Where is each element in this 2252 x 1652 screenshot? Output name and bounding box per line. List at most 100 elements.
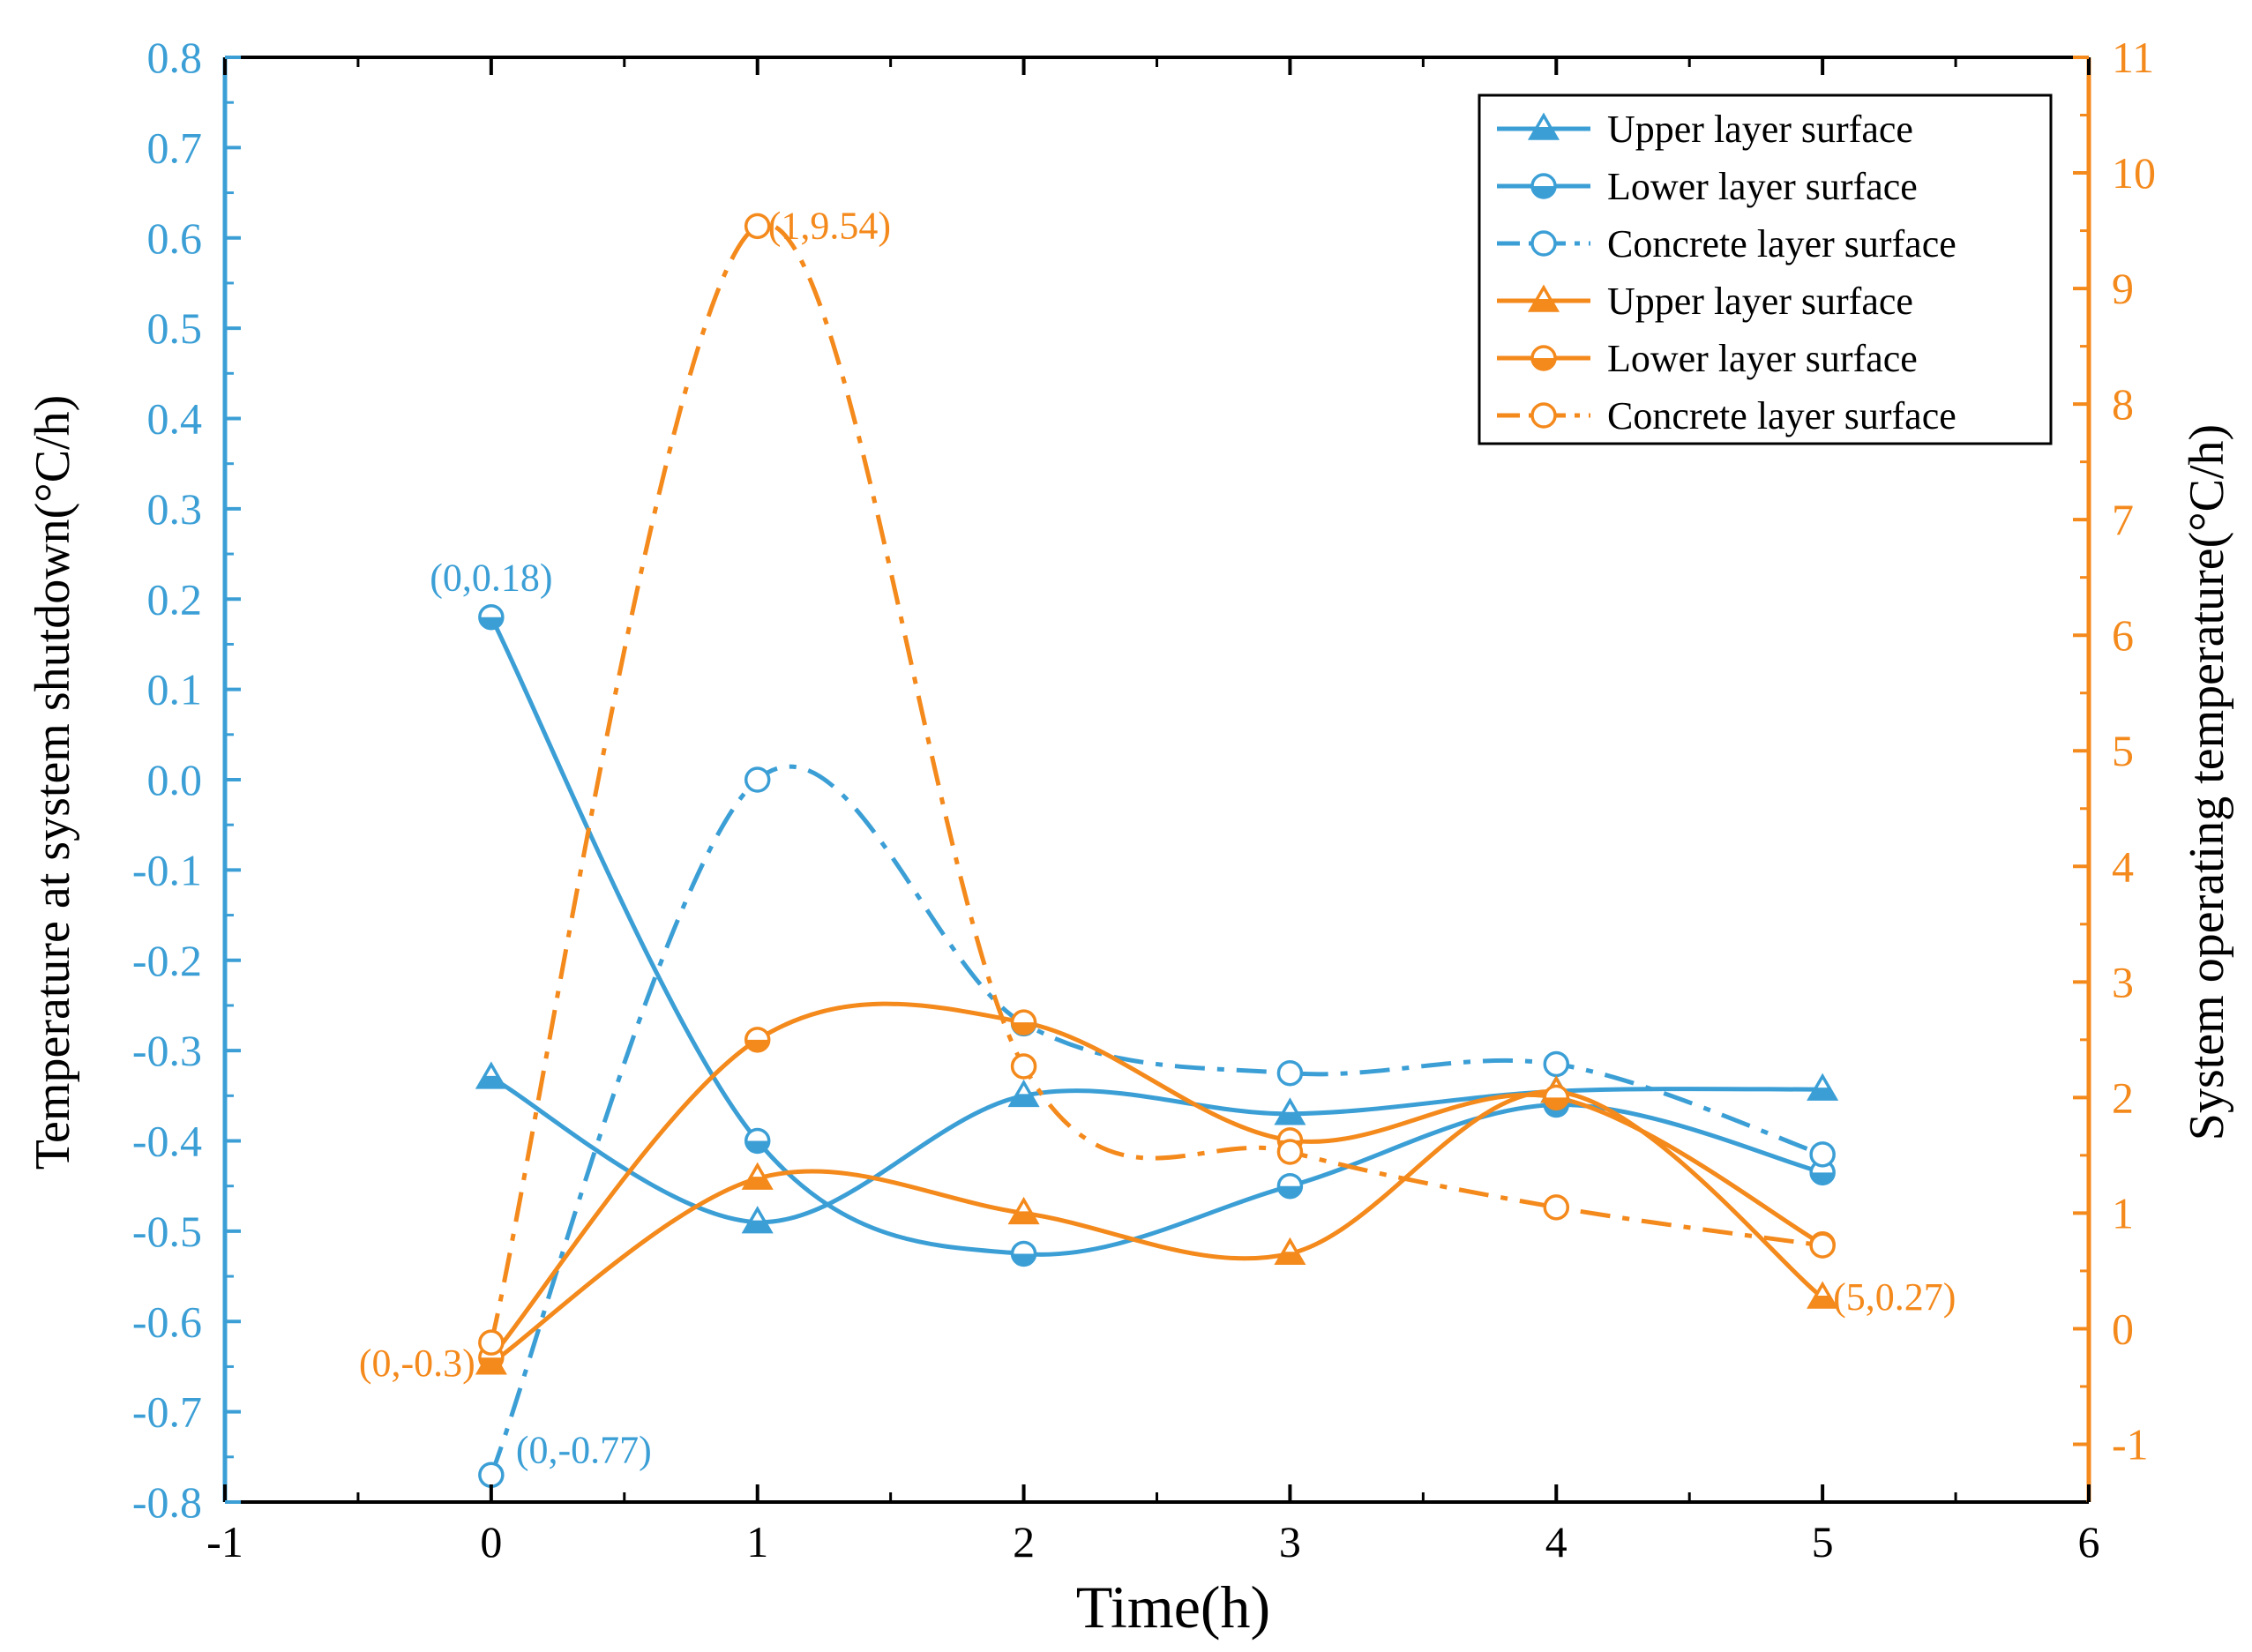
data-point-right-triangle [1274,1237,1306,1266]
left-y-tick-label: 0.2 [147,574,203,624]
left-y-tick-label: -0.7 [132,1387,202,1437]
right-y-axis-title: System operating temperature(°C/h) [2180,424,2234,1140]
data-point-left-open-circle [1276,1059,1304,1087]
x-tick-label: 6 [2078,1517,2100,1566]
left-y-tick-label: 0.1 [147,665,203,714]
right-y-tick-label: 3 [2112,957,2134,1006]
legend-item: Lower layer surface [1497,337,1918,380]
legend-marker [1530,345,1557,371]
x-tick-label: 3 [1279,1517,1301,1566]
point-annotation: (0,-0.77) [516,1428,652,1471]
data-point-left-half-circle [1010,1240,1037,1267]
data-point-left-half-circle [478,603,505,631]
right-y-tick-label: 1 [2112,1188,2134,1237]
series-line-right-half-circle [489,1001,1824,1359]
data-point-left-open-circle [478,1461,505,1489]
right-y-tick-label: 2 [2112,1073,2134,1122]
point-annotation: (1,9.54) [768,204,891,247]
data-point-left-triangle [741,1206,774,1234]
x-tick-label: 1 [746,1517,768,1566]
x-tick-label: 2 [1013,1517,1035,1566]
annotations: (0,0.18) (0,-0.77) (1,9.54) (0,-0.3) (5,0.27… [359,204,1956,1471]
legend-item: Concrete layer surface [1497,222,1956,265]
data-point-left-half-circle [744,1127,771,1155]
left-y-tick-label: -0.5 [132,1207,202,1256]
series-line-right-triangle [490,1089,1824,1365]
data-point-right-open-circle [1010,1053,1037,1080]
legend-label: Concrete layer surface [1607,394,1956,437]
left-y-tick-label: 0.0 [147,755,203,804]
legend-label: Concrete layer surface [1607,222,1956,265]
x-tick-label: -1 [206,1517,243,1566]
left-y-tick-label: -0.3 [132,1026,202,1075]
data-point-right-open-circle [1809,1232,1836,1259]
legend-item: Upper layer surface [1497,108,1913,151]
data-point-left-triangle [1274,1097,1306,1125]
right-y-tick-label: 8 [2112,379,2134,429]
data-point-right-triangle [1007,1196,1040,1225]
data-point-right-open-circle [744,213,771,240]
left-y-tick-label: 0.7 [147,123,203,172]
left-y-tick-label: -0.4 [132,1117,202,1166]
data-point-right-triangle [741,1162,774,1190]
data-point-right-half-circle [1543,1084,1570,1111]
left-y-tick-label: 0.3 [147,484,203,534]
right-y-tick-label: 4 [2112,841,2134,891]
point-annotation: (0,0.18) [430,557,552,600]
legend-marker [1527,284,1560,312]
right-y-tick-label: 5 [2112,726,2134,775]
left-y-tick-label: -0.6 [132,1297,202,1346]
data-point-right-open-circle [478,1329,505,1356]
point-annotation: (0,-0.3) [359,1342,475,1385]
legend: Upper layer surface Lower layer surface Co… [1478,93,2053,445]
left-y-axis-title: Temperature at system shutdown(°C/h) [26,395,80,1170]
right-y-tick-label: 0 [2112,1304,2134,1353]
legend-item: Lower layer surface [1497,165,1918,208]
left-y-tick-label: -0.1 [132,845,202,894]
data-point-left-triangle [475,1061,507,1089]
right-y-tick-label: 7 [2112,495,2134,544]
left-y-tick-label: 0.4 [147,394,203,444]
data-point-right-half-circle [744,1027,771,1053]
x-axis-title: Time(h) [1076,1574,1270,1641]
x-tick-label: 0 [480,1517,502,1566]
left-y-tick-label: -0.8 [132,1477,202,1527]
data-point-left-triangle [1007,1079,1040,1108]
right-y-tick-label: 6 [2112,610,2134,660]
legend-label: Upper layer surface [1607,108,1913,151]
legend-label: Upper layer surface [1607,280,1913,323]
point-annotation: (5,0.27) [1833,1275,1956,1319]
data-point-left-triangle [1807,1073,1839,1101]
left-y-tick-label: 0.5 [147,303,203,353]
axes-layer [222,56,2091,1504]
data-point-left-half-circle [1276,1172,1304,1200]
data-point-left-open-circle [744,766,771,793]
marker-layer [475,213,1839,1489]
x-tick-label: 5 [1812,1517,1834,1566]
right-y-tick-label: 9 [2112,264,2134,313]
x-tick-label: 4 [1545,1517,1567,1566]
tick-labels: -1 0 1 2 3 4 5 6 -0.8 -0.7 -0.6 -0.5 -0.4 -0.3 -0.2 -0.… [132,33,2156,1566]
data-point-right-triangle [1807,1281,1839,1309]
legend-marker [1530,173,1557,199]
legend-item: Concrete layer surface [1497,394,1956,437]
series-line-right-open-circle [489,221,1823,1343]
legend-label: Lower layer surface [1607,165,1918,208]
legend-item: Upper layer surface [1497,280,1913,323]
legend-marker [1530,230,1557,257]
left-y-tick-label: -0.2 [132,936,202,985]
right-y-tick-label: 10 [2112,148,2156,198]
legend-box [1478,93,2053,445]
data-point-left-open-circle [1543,1050,1570,1078]
data-point-right-open-circle [1276,1139,1304,1165]
left-y-tick-label: 0.8 [147,33,203,82]
right-y-tick-label: -1 [2112,1419,2149,1469]
left-y-tick-label: 0.6 [147,213,203,263]
right-y-tick-label: 11 [2112,33,2154,82]
legend-marker [1527,112,1560,140]
data-point-right-half-circle [1010,1009,1037,1035]
legend-label: Lower layer surface [1607,337,1918,380]
series-line-left-triangle [490,1075,1823,1225]
legend-marker [1530,402,1557,429]
